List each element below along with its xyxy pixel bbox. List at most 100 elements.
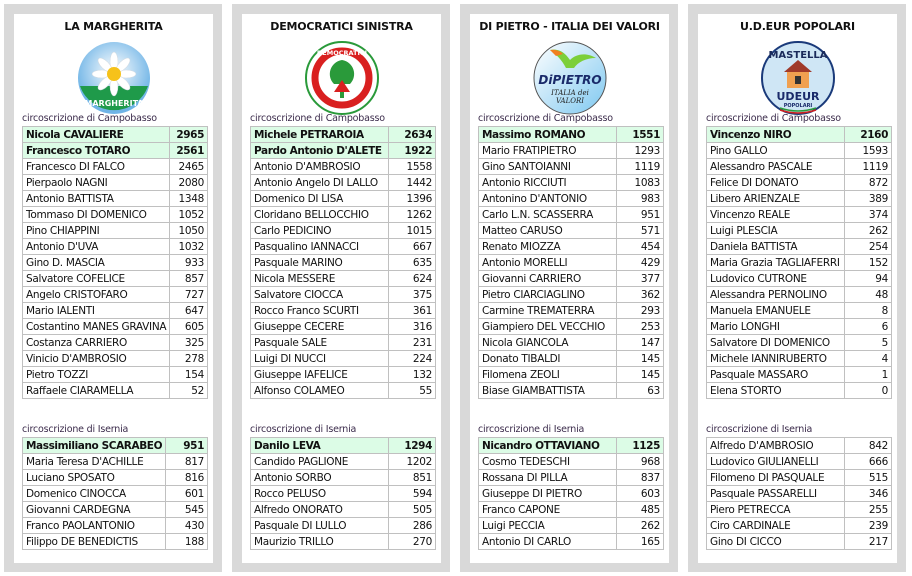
candidate-row: Giampiero DEL VECCHIO 253 — [478, 318, 664, 335]
candidate-name: Rocco PELUSO — [250, 485, 389, 502]
candidate-name: Alfredo ONORATO — [250, 501, 389, 518]
candidate-row: Giuseppe IAFELICE 132 — [250, 366, 436, 383]
section-label-isernia: circoscrizione di Isernia — [250, 424, 357, 435]
candidate-name: Rossana DI PILLA — [478, 469, 617, 486]
democratici-sinistra-logo: DEMOCRATICI — [304, 40, 380, 116]
candidate-name: Pino CHIAPPINI — [21, 222, 171, 239]
candidate-row: Pasquale MASSARO 1 — [706, 366, 892, 383]
candidate-name: Alfredo D'AMBROSIO — [706, 437, 845, 454]
candidate-votes: 147 — [616, 334, 664, 351]
section-label-campobasso: circoscrizione di Campobasso — [250, 113, 385, 124]
candidate-name: Massimiliano SCARABEO — [21, 437, 167, 454]
candidate-row: Biase GIAMBATTISTA 63 — [478, 382, 664, 399]
candidate-name: Pasquale MASSARO — [706, 366, 845, 383]
candidate-votes: 1083 — [616, 174, 664, 191]
candidate-name: Cosmo TEDESCHI — [478, 453, 617, 470]
candidate-name: Antonio MORELLI — [478, 254, 617, 271]
candidate-row: Antonio MORELLI 429 — [478, 254, 664, 271]
candidate-row: Pietro CIARCIAGLINO 362 — [478, 286, 664, 303]
candidate-votes: 647 — [169, 302, 208, 319]
candidate-row: Michele IANNIRUBERTO 4 — [706, 350, 892, 367]
candidate-votes: 571 — [616, 222, 664, 239]
candidate-votes: 0 — [844, 382, 892, 399]
candidate-votes: 1125 — [616, 437, 664, 454]
candidate-votes: 262 — [844, 222, 892, 239]
section-label-campobasso: circoscrizione di Campobasso — [706, 113, 841, 124]
candidate-votes: 48 — [844, 286, 892, 303]
candidate-name: Manuela EMANUELE — [706, 302, 845, 319]
candidate-row: Pasqualino IANNACCI 667 — [250, 238, 436, 255]
party-panel: DEMOCRATICI SINISTRA DEMOCRATICI circosc… — [232, 4, 450, 572]
candidate-name: Giuseppe IAFELICE — [250, 366, 389, 383]
candidate-name: Salvatore COFELICE — [21, 270, 171, 287]
candidate-name: Domenico DI LISA — [250, 190, 389, 207]
candidate-row: Alessandra PERNOLINO 48 — [706, 286, 892, 303]
candidate-name: Maria Teresa D'ACHILLE — [21, 453, 167, 470]
section-label-isernia: circoscrizione di Isernia — [22, 424, 129, 435]
party-card: LA MARGHERITA MARGHERITA circoscrizione … — [14, 14, 213, 563]
candidate-votes: 429 — [616, 254, 664, 271]
candidate-name: Antonio RICCIUTI — [478, 174, 617, 191]
candidate-name: Nicola GIANCOLA — [478, 334, 617, 351]
candidate-row: Luigi PLESCIA 262 — [706, 222, 892, 239]
candidate-votes: 2561 — [169, 142, 208, 159]
section-label-campobasso: circoscrizione di Campobasso — [22, 113, 157, 124]
candidate-votes: 2634 — [388, 126, 436, 143]
candidate-row: Filomeno DI PASQUALE 515 — [706, 469, 892, 486]
candidate-votes: 842 — [844, 437, 892, 454]
candidate-name: Pierpaolo NAGNI — [21, 174, 171, 191]
candidate-name: Antonino D'ANTONIO — [478, 190, 617, 207]
candidate-row-elected: Massimiliano SCARABEO 951 — [21, 437, 208, 454]
candidate-row: Maria Grazia TAGLIAFERRI 152 — [706, 254, 892, 271]
candidate-row: Giovanni CARRIERO 377 — [478, 270, 664, 287]
candidate-row: Gino SANTOIANNI 1119 — [478, 158, 664, 175]
candidate-row-elected: Nicola CAVALIERE 2965 — [21, 126, 208, 143]
party-card: DI PIETRO - ITALIA DEI VALORI DiPIETRO I… — [470, 14, 669, 563]
candidate-name: Alfonso COLAMEO — [250, 382, 389, 399]
di-pietro-logo: DiPIETRO ITALIA dei VALORI — [532, 40, 608, 116]
candidate-row: Cosmo TEDESCHI 968 — [478, 453, 664, 470]
candidate-row-elected: Vincenzo NIRO 2160 — [706, 126, 892, 143]
candidate-votes: 1015 — [388, 222, 436, 239]
candidate-row: Nicola GIANCOLA 147 — [478, 334, 664, 351]
candidate-name: Vincenzo REALE — [706, 206, 845, 223]
candidate-name: Felice DI DONATO — [706, 174, 845, 191]
candidate-name: Maurizio TRILLO — [250, 533, 389, 550]
candidate-votes: 375 — [388, 286, 436, 303]
candidate-row: Luciano SPOSATO 816 — [21, 469, 208, 486]
candidate-name: Franco PAOLANTONIO — [21, 517, 167, 534]
candidate-row: Manuela EMANUELE 8 — [706, 302, 892, 319]
candidate-row: Gino DI CICCO 217 — [706, 533, 892, 550]
party-title: DI PIETRO - ITALIA DEI VALORI — [479, 20, 660, 33]
candidate-name: Francesco TOTARO — [21, 142, 171, 159]
candidate-name: Antonio Angelo DI LALLO — [250, 174, 389, 191]
candidate-votes: 2080 — [169, 174, 208, 191]
candidate-row: Franco PAOLANTONIO 430 — [21, 517, 208, 534]
candidate-row: Luigi DI NUCCI 224 — [250, 350, 436, 367]
candidate-name: Tommaso DI DOMENICO — [21, 206, 171, 223]
candidate-votes: 5 — [844, 334, 892, 351]
candidate-name: Costantino MANES GRAVINA — [21, 318, 171, 335]
candidate-votes: 1 — [844, 366, 892, 383]
candidate-votes: 55 — [388, 382, 436, 399]
candidate-votes: 951 — [165, 437, 208, 454]
svg-text:POPOLARI: POPOLARI — [784, 103, 813, 109]
candidate-row: Antonino D'ANTONIO 983 — [478, 190, 664, 207]
candidate-name: Giuseppe DI PIETRO — [478, 485, 617, 502]
candidate-row: Domenico DI LISA 1396 — [250, 190, 436, 207]
candidate-row: Alfredo ONORATO 505 — [250, 501, 436, 518]
candidate-row: Rocco PELUSO 594 — [250, 485, 436, 502]
candidate-votes: 224 — [388, 350, 436, 367]
candidate-votes: 293 — [616, 302, 664, 319]
candidate-votes: 2965 — [169, 126, 208, 143]
candidate-row: Raffaele CIARAMELLA 52 — [21, 382, 208, 399]
section-label-campobasso: circoscrizione di Campobasso — [478, 113, 613, 124]
candidate-name: Francesco DI FALCO — [21, 158, 171, 175]
candidate-name: Libero ARIENZALE — [706, 190, 845, 207]
section-label-isernia: circoscrizione di Isernia — [706, 424, 813, 435]
candidate-votes: 1293 — [616, 142, 664, 159]
candidate-votes: 270 — [388, 533, 436, 550]
candidate-row: Pasquale PASSARELLI 346 — [706, 485, 892, 502]
candidate-votes: 4 — [844, 350, 892, 367]
candidate-name: Filippo DE BENEDICTIS — [21, 533, 167, 550]
